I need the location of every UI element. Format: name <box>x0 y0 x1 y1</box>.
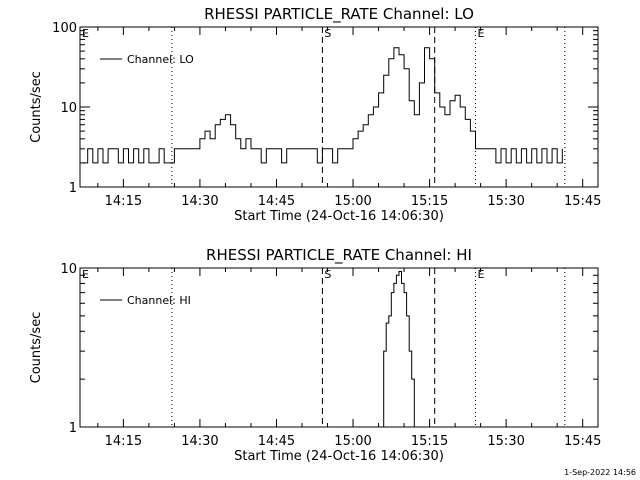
x-tick-label: 15:15 <box>411 194 448 209</box>
series-line-1 <box>378 271 415 428</box>
y-tick-label: 1 <box>69 181 77 196</box>
time-marker-label: E <box>82 27 89 40</box>
y-tick-label: 10 <box>60 101 77 116</box>
x-tick-label: 14:45 <box>258 434 295 449</box>
time-marker-label: E <box>478 268 485 281</box>
x-tick-label: 15:45 <box>564 434 601 449</box>
chart-panel-2: RHESSI PARTICLE_RATE Channel: HI 1 10 14:15… <box>29 246 601 464</box>
x-tick-label: 14:15 <box>105 194 142 209</box>
time-marker-label: E <box>478 27 485 40</box>
chart-title: RHESSI PARTICLE_RATE Channel: HI <box>206 246 472 265</box>
x-tick-label: 15:30 <box>487 434 524 449</box>
legend-entry: Channel: LO <box>127 53 194 66</box>
x-tick-label: 15:30 <box>487 194 524 209</box>
y-tick-label: 100 <box>52 21 77 36</box>
x-tick-label: 15:15 <box>411 434 448 449</box>
time-marker-label: S <box>324 268 331 281</box>
y-axis-label: Counts/sec <box>29 71 44 143</box>
x-tick-label: 15:45 <box>564 194 601 209</box>
x-tick-label: 14:45 <box>258 194 295 209</box>
x-axis-label: Start Time (24-Oct-16 14:06:30) <box>234 449 444 464</box>
plot-frame <box>79 267 599 428</box>
x-tick-label: 14:30 <box>181 194 218 209</box>
y-axis-label: Counts/sec <box>29 312 44 384</box>
footer-timestamp: 1-Sep-2022 14:56 <box>564 468 636 477</box>
chart-panel-1: RHESSI PARTICLE_RATE Channel: LO 1 10 100 14… <box>29 5 601 224</box>
y-tick-label: 1 <box>69 421 77 436</box>
x-tick-label: 14:30 <box>181 434 218 449</box>
legend-entry: Channel: HI <box>127 294 191 307</box>
chart-title: RHESSI PARTICLE_RATE Channel: LO <box>204 5 474 24</box>
x-tick-label: 14:15 <box>105 434 142 449</box>
time-marker-label: E <box>82 268 89 281</box>
x-tick-label: 15:00 <box>334 434 371 449</box>
x-axis-label: Start Time (24-Oct-16 14:06:30) <box>234 209 444 224</box>
y-tick-label: 10 <box>60 262 77 277</box>
time-marker-label: S <box>324 27 331 40</box>
series-line-1 <box>82 47 563 164</box>
x-tick-label: 15:00 <box>334 194 371 209</box>
